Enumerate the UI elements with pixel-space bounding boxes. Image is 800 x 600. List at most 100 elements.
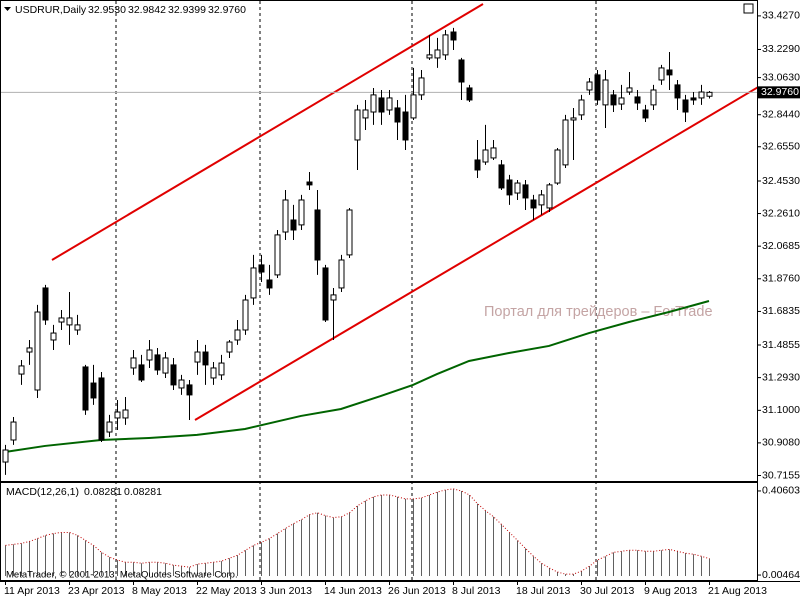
candle-body — [330, 294, 337, 301]
x-tick-label: 11 Apr 2013 — [4, 585, 60, 597]
channel-upper — [51, 3, 484, 261]
candle-body — [666, 69, 673, 76]
candle-body — [346, 209, 353, 256]
candle-body — [226, 341, 233, 353]
candle-body — [98, 377, 105, 441]
candle-body — [650, 89, 657, 106]
macd-value-label: 0.08281 — [124, 486, 162, 498]
candle-body — [194, 351, 201, 363]
candle-body — [434, 49, 441, 59]
candle-body — [698, 91, 705, 99]
candle-body — [122, 409, 129, 419]
candle-body — [562, 119, 569, 166]
candle-body — [218, 362, 225, 376]
copyright: MetaTrader, © 2001-2013, MetaQuotes Soft… — [6, 570, 238, 581]
candle-body — [74, 324, 81, 331]
candle-body — [642, 109, 649, 119]
candle-body — [586, 81, 593, 91]
candle-body — [306, 181, 313, 186]
candle-body — [490, 147, 497, 159]
candle-body — [82, 366, 89, 411]
candle-body — [322, 267, 329, 321]
candle-body — [386, 97, 393, 111]
y-tick-label: 33.2290 — [762, 43, 800, 55]
x-tick-label: 3 Jun 2013 — [260, 585, 312, 597]
candle-body — [418, 77, 425, 96]
price-panel — [0, 3, 757, 475]
candle-body — [450, 31, 457, 41]
candle-body — [58, 317, 65, 323]
ohlc-label: 32.9530 — [88, 4, 126, 16]
bid-box — [758, 86, 800, 99]
x-tick-label: 23 Apr 2013 — [68, 585, 125, 597]
y-tick-label: 32.2610 — [762, 207, 800, 219]
y-tick-label: 32.8440 — [762, 109, 800, 121]
x-tick-label: 8 Jul 2013 — [452, 585, 501, 597]
candle-body — [258, 264, 265, 273]
candle-body — [458, 59, 465, 83]
x-tick-label: 8 May 2013 — [132, 585, 187, 597]
y-tick-label: 32.6550 — [762, 141, 800, 153]
candle-body — [338, 259, 345, 289]
candle-body — [378, 97, 385, 113]
candle-body — [578, 99, 585, 116]
candle-body — [114, 411, 121, 419]
candle-body — [594, 74, 601, 101]
candle-body — [234, 329, 241, 341]
candle-body — [274, 234, 281, 276]
candle-body — [202, 351, 209, 366]
macd-value-label: 0.08281 — [84, 486, 122, 498]
candle-body — [514, 182, 521, 194]
candle-body — [138, 364, 145, 381]
candle-body — [130, 357, 137, 369]
candle-body — [658, 67, 665, 81]
candle-body — [66, 317, 73, 326]
y-tick-label: 31.6835 — [762, 305, 800, 317]
candle-body — [426, 54, 433, 59]
candle-body — [34, 311, 41, 391]
candle-body — [370, 94, 377, 113]
candle-body — [154, 354, 161, 371]
x-tick-label: 30 Jul 2013 — [580, 585, 634, 597]
candle-body — [626, 87, 633, 93]
candle-body — [26, 347, 33, 353]
window-button[interactable] — [743, 3, 754, 14]
y-tick-label: 30.9080 — [762, 437, 800, 449]
symbol-label: USDRUR,Daily — [15, 4, 87, 16]
candle-body — [442, 34, 449, 56]
candle-body — [498, 164, 505, 189]
candle-body — [682, 99, 689, 113]
y-tick-label: 30.7155 — [762, 469, 800, 481]
candle-body — [170, 364, 177, 386]
channel-lower — [194, 86, 757, 421]
candle-body — [522, 184, 529, 199]
y-tick-label: 0.00464 — [762, 569, 800, 581]
bid-label: 32.9760 — [761, 86, 799, 98]
candle-body — [570, 117, 577, 121]
candle-body — [634, 96, 641, 104]
candle-body — [538, 194, 545, 206]
y-tick-label: 32.0685 — [762, 240, 800, 252]
candle-body — [410, 94, 417, 119]
y-tick-label: 31.2930 — [762, 371, 800, 383]
candle-body — [298, 199, 305, 226]
candle-body — [530, 199, 537, 209]
x-tick-label: 22 May 2013 — [196, 585, 257, 597]
y-tick-label: 31.1000 — [762, 404, 800, 416]
macd-title: MACD(12,26,1) — [6, 486, 79, 498]
x-tick-label: 18 Jul 2013 — [516, 585, 570, 597]
candle-body — [186, 384, 193, 396]
y-tick-label: 32.4530 — [762, 175, 800, 187]
ohlc-label: 32.9760 — [208, 4, 246, 16]
candle-body — [546, 184, 553, 209]
watermark: Портал для трейдеров – ForTrade — [484, 304, 713, 320]
candle-body — [466, 87, 473, 101]
candle-body — [50, 332, 57, 341]
candle-body — [42, 287, 49, 321]
candle-body — [290, 219, 297, 231]
candle-body — [362, 109, 369, 119]
candle-body — [618, 97, 625, 105]
candle-body — [250, 267, 257, 299]
